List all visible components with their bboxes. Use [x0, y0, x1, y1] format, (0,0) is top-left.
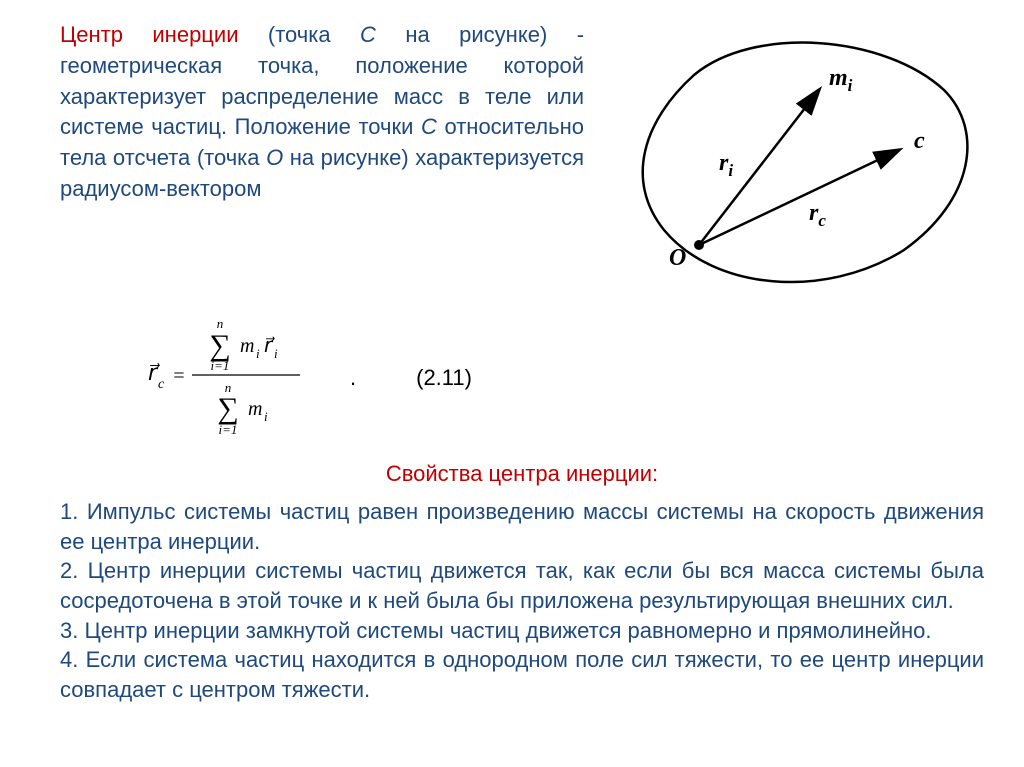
term-center-inertia: Центр инерции — [60, 22, 238, 47]
svg-text:m: m — [248, 398, 262, 420]
property-3: 3. Центр инерции замкнутой системы части… — [60, 616, 984, 646]
equation-number: (2.11) — [416, 365, 472, 391]
formula-rc: r⃗ c = n ∑ i=1 m i r⃗ i n ∑ i=1 m i — [140, 310, 320, 446]
properties-heading: Свойства центра инерции: — [60, 461, 984, 487]
svg-text:i: i — [264, 409, 268, 424]
properties-list: 1. Импульс системы частиц равен произвед… — [60, 497, 984, 705]
property-4: 4. Если система частиц находится в однор… — [60, 645, 984, 704]
svg-text:=: = — [172, 365, 186, 387]
label-mi: mi — [829, 65, 853, 95]
body-outline — [643, 43, 968, 282]
center-of-inertia-diagram: mi c ri rc O — [604, 20, 984, 300]
label-c: c — [914, 128, 925, 154]
formula-row: r⃗ c = n ∑ i=1 m i r⃗ i n ∑ i=1 m i . (2… — [60, 310, 984, 446]
point-c-2: C — [421, 114, 437, 139]
property-1: 1. Импульс системы частиц равен произвед… — [60, 497, 984, 556]
svg-text:i=1: i=1 — [219, 422, 238, 437]
top-section: Центр инерции (точка C на рисунке) - гео… — [60, 20, 984, 300]
intro-text-1: (точка — [238, 22, 360, 47]
svg-text:i: i — [256, 346, 260, 361]
label-rc: rc — [809, 200, 826, 230]
point-o: O — [266, 145, 283, 170]
label-ri: ri — [719, 150, 733, 180]
svg-text:c: c — [158, 377, 165, 392]
svg-text:∑: ∑ — [217, 392, 238, 425]
svg-text:m: m — [240, 335, 254, 357]
point-c-1: C — [360, 22, 376, 47]
svg-text:i=1: i=1 — [211, 358, 230, 373]
svg-text:i: i — [274, 346, 278, 361]
label-origin-o: O — [669, 245, 686, 271]
formula-period: . — [350, 365, 356, 391]
intro-paragraph: Центр инерции (точка C на рисунке) - гео… — [60, 20, 584, 300]
vector-ri — [699, 90, 819, 245]
property-2: 2. Центр инерции системы частиц движется… — [60, 556, 984, 615]
